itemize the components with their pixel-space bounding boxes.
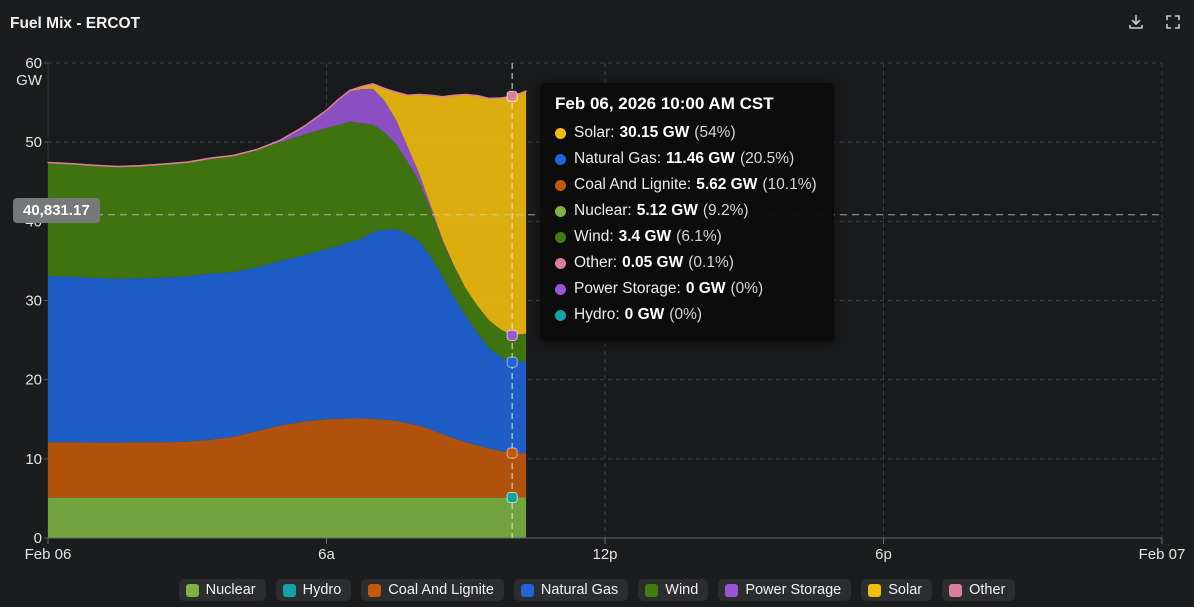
tooltip-row: Natural Gas: 11.46 GW (20.5%) <box>555 146 817 172</box>
x-tick-label: 6a <box>318 546 335 563</box>
tooltip-row-label: Other: <box>574 254 618 271</box>
tooltip-row-percent: (9.2%) <box>702 202 749 219</box>
legend-label: Coal And Lignite <box>388 582 494 598</box>
area-series-power-storage <box>48 88 527 336</box>
tooltip-row-percent: (0.1%) <box>688 254 734 271</box>
series-dot-icon <box>555 283 566 295</box>
legend-item-natural-gas[interactable]: Natural Gas <box>513 579 629 601</box>
tooltip-row-label: Wind: <box>574 228 614 245</box>
tooltip-row-value: 11.46 GW <box>666 150 735 167</box>
tooltip-row-percent: (54%) <box>694 124 736 141</box>
area-series-other <box>47 82 527 168</box>
y-tick-label: 30 <box>25 293 42 310</box>
legend-item-wind[interactable]: Wind <box>638 579 709 601</box>
tooltip-row-value: 30.15 GW <box>619 124 690 141</box>
fullscreen-icon[interactable] <box>1164 13 1182 31</box>
panel-header: Fuel Mix - ERCOT <box>0 0 1194 44</box>
legend-label: Natural Gas <box>540 582 619 598</box>
tooltip-row-label: Nuclear: <box>574 202 632 219</box>
tooltip-row-percent: (20.5%) <box>739 150 795 167</box>
crosshair-marker-natural-gas <box>506 356 518 368</box>
tooltip-timestamp: Feb 06, 2026 10:00 AM CST <box>555 94 774 113</box>
legend-item-solar[interactable]: Solar <box>861 579 933 601</box>
chart-title: Fuel Mix - ERCOT <box>10 15 141 32</box>
chart-legend: Nuclear Hydro Coal And Lignite Natural Gas W… <box>0 579 1194 601</box>
legend-label: Other <box>969 582 1006 598</box>
tooltip-row: Hydro: 0 GW (0%) <box>555 302 817 328</box>
tooltip-row-percent: (0%) <box>730 280 764 297</box>
x-tick-label: 12p <box>592 546 617 563</box>
legend-item-other[interactable]: Other <box>942 579 1016 601</box>
tooltip-row-percent: (0%) <box>669 306 703 323</box>
tooltip-row-label: Natural Gas: <box>574 150 662 167</box>
legend-swatch-icon <box>185 583 199 597</box>
legend-item-coal-and-lignite[interactable]: Coal And Lignite <box>361 579 504 601</box>
y-tick-label: 10 <box>25 451 42 468</box>
tooltip-row-label: Coal And Lignite: <box>574 176 692 193</box>
series-dot-icon <box>555 179 566 191</box>
y-tick-label: 0 <box>34 530 42 547</box>
area-series-coal-and-lignite <box>48 418 527 498</box>
x-tick-label: 6p <box>875 546 892 563</box>
crosshair-marker-power-storage <box>506 329 518 341</box>
legend-swatch-icon <box>520 583 534 597</box>
crosshair-marker-other <box>506 90 518 102</box>
legend-swatch-icon <box>725 583 739 597</box>
tooltip-row: Coal And Lignite: 5.62 GW (10.1%) <box>555 172 817 198</box>
legend-label: Nuclear <box>205 582 256 598</box>
y-axis-unit-label: GW <box>16 72 43 89</box>
series-dot-icon <box>555 205 566 217</box>
area-series-nuclear <box>48 497 527 538</box>
download-icon[interactable] <box>1127 13 1145 31</box>
tooltip-row-label: Hydro: <box>574 306 620 323</box>
legend-label: Hydro <box>302 582 342 598</box>
y-tick-label: 60 <box>25 55 42 72</box>
y-tick-label: 20 <box>25 372 42 389</box>
legend-swatch-icon <box>368 583 382 597</box>
tooltip-row: Other: 0.05 GW (0.1%) <box>555 250 817 276</box>
legend-item-power-storage[interactable]: Power Storage <box>718 579 852 601</box>
chart-tooltip: Feb 06, 2026 10:00 AM CST Solar: 30.15 GW… <box>540 83 834 341</box>
tooltip-row-value: 0 GW <box>685 280 726 297</box>
tooltip-row-value: 3.4 GW <box>618 228 672 245</box>
y-tick-label: 50 <box>25 134 42 151</box>
legend-label: Wind <box>665 582 699 598</box>
tooltip-row-label: Power Storage: <box>574 280 681 297</box>
series-dot-icon <box>555 257 566 269</box>
crosshair-marker-hydro <box>506 491 518 503</box>
y-axis-pointer-label: 40,831.17 <box>13 198 100 223</box>
crosshair-marker-coal-and-lignite <box>506 447 518 459</box>
legend-swatch-icon <box>868 583 882 597</box>
tooltip-row-label: Solar: <box>574 124 615 141</box>
series-dot-icon <box>555 153 566 165</box>
tooltip-row: Power Storage: 0 GW (0%) <box>555 276 817 302</box>
x-tick-label: Feb 07 <box>1139 546 1186 563</box>
series-dot-icon <box>555 127 566 139</box>
x-tick-label: Feb 06 <box>25 546 72 563</box>
legend-swatch-icon <box>949 583 963 597</box>
tooltip-row-value: 5.62 GW <box>696 176 758 193</box>
legend-label: Solar <box>888 582 923 598</box>
tooltip-row-percent: (10.1%) <box>762 176 817 193</box>
series-dot-icon <box>555 309 566 321</box>
tooltip-row: Nuclear: 5.12 GW (9.2%) <box>555 198 817 224</box>
series-dot-icon <box>555 231 566 243</box>
area-series-wind <box>48 121 527 363</box>
tooltip-row: Solar: 30.15 GW (54%) <box>555 120 817 146</box>
tooltip-row-value: 0.05 GW <box>622 254 684 271</box>
tooltip-row-percent: (6.1%) <box>676 228 722 245</box>
legend-swatch-icon <box>282 583 296 597</box>
tooltip-row-value: 0 GW <box>624 306 665 323</box>
legend-item-hydro[interactable]: Hydro <box>275 579 352 601</box>
legend-swatch-icon <box>645 583 659 597</box>
area-series-natural-gas <box>48 229 527 454</box>
legend-label: Power Storage <box>745 582 842 598</box>
area-series-solar <box>48 84 527 336</box>
tooltip-row-value: 5.12 GW <box>636 202 698 219</box>
tooltip-row: Wind: 3.4 GW (6.1%) <box>555 224 817 250</box>
legend-item-nuclear[interactable]: Nuclear <box>178 579 266 601</box>
